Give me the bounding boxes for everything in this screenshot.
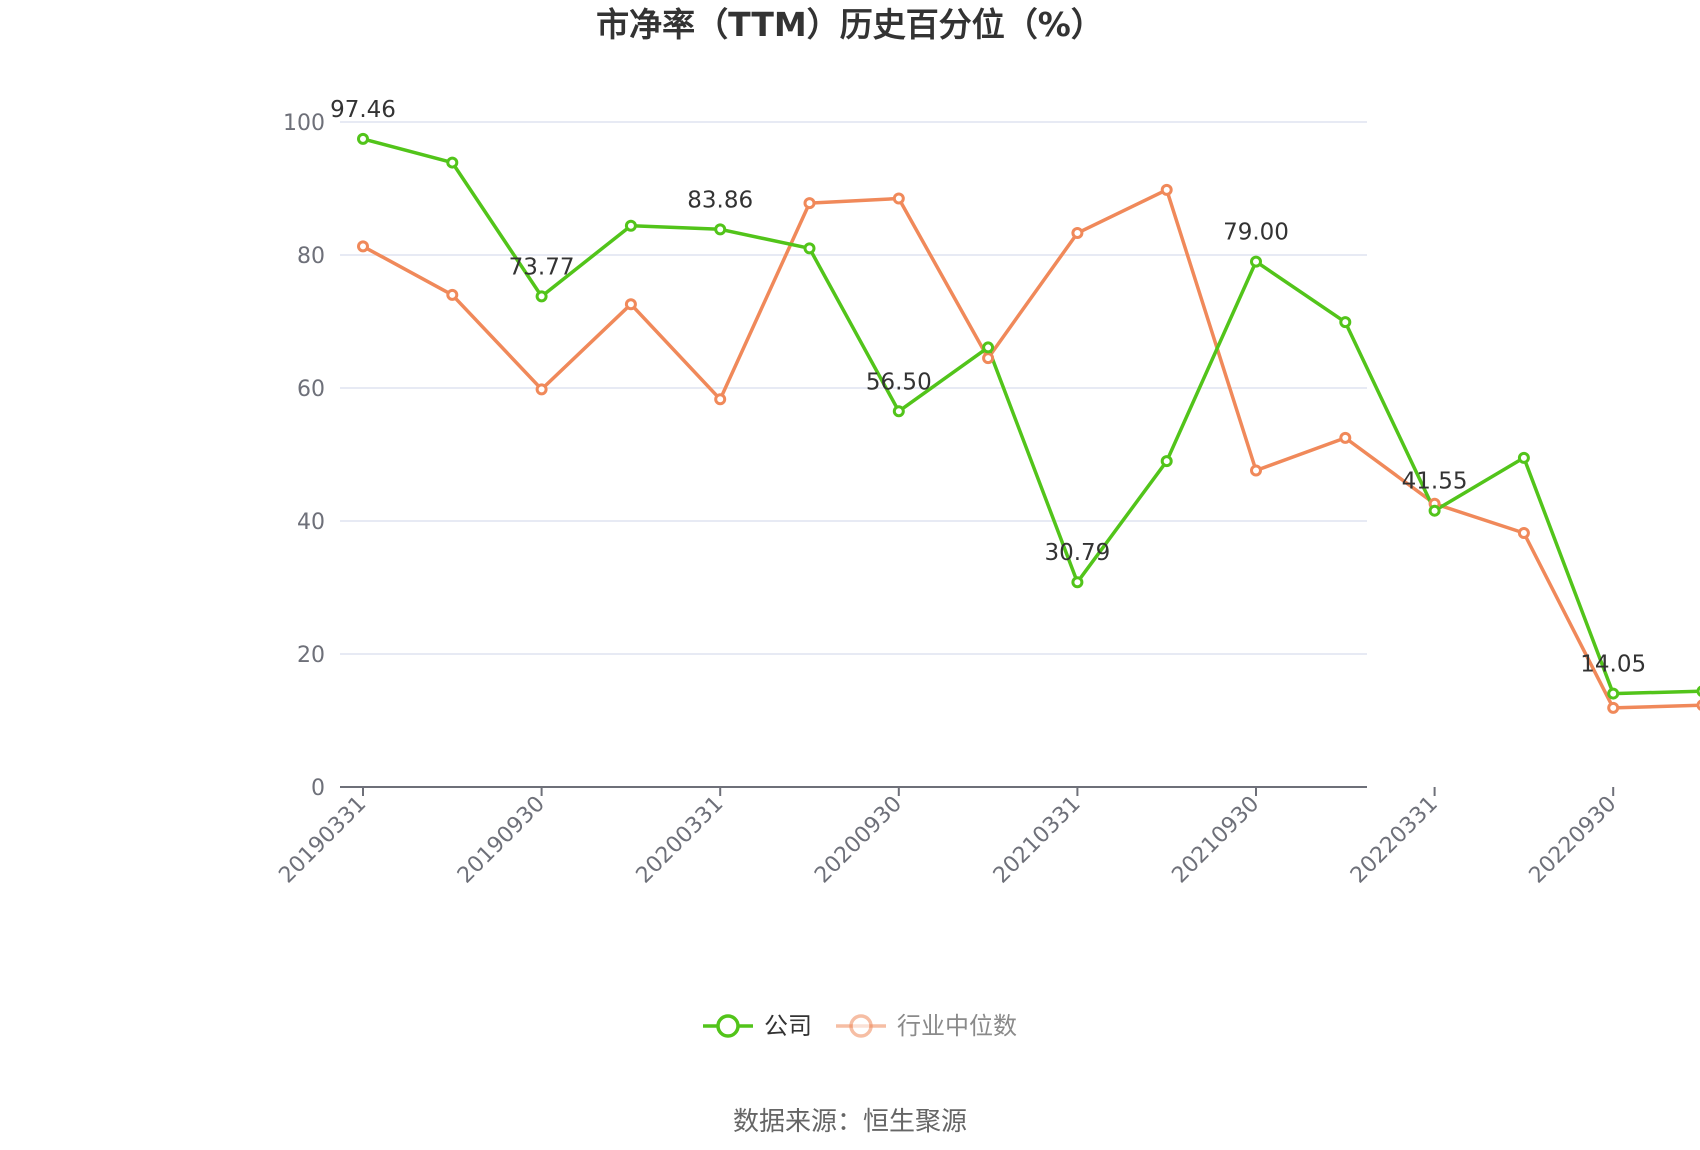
- data-point-company: [1517, 451, 1530, 464]
- data-label: 73.77: [509, 254, 575, 280]
- series-line-company: [362, 137, 1700, 696]
- x-tick-label: 20220930: [1525, 792, 1622, 889]
- grid-lines: [340, 121, 1367, 655]
- data-label: 97.46: [330, 97, 396, 123]
- data-point-industry-median: [982, 352, 995, 365]
- source-note: 数据来源：恒生聚源: [733, 1107, 967, 1137]
- x-tick-label: 20200331: [632, 792, 729, 889]
- y-tick-label: 100: [283, 111, 325, 136]
- axes: 0 20 40 60 80 100 20190331 20190930 20200331 2020…: [274, 111, 1622, 889]
- data-point-industry-median: [535, 383, 548, 396]
- data-point-industry-median: [357, 240, 369, 253]
- y-tick-label: 40: [297, 510, 325, 535]
- data-point-company: [1160, 455, 1173, 468]
- data-label: 83.86: [687, 187, 753, 213]
- data-point-company: [1339, 316, 1352, 329]
- data-point-industry-median: [714, 393, 727, 406]
- data-point-industry-median: [446, 288, 459, 301]
- data-label: 30.79: [1044, 540, 1110, 566]
- legend-label: 公司: [764, 1012, 812, 1040]
- data-point-industry-median: [1517, 526, 1530, 539]
- data-point-company: [803, 242, 816, 255]
- data-label: 14.05: [1580, 652, 1646, 678]
- data-point-company: [446, 156, 459, 169]
- data-point-industry-median: [892, 192, 905, 205]
- data-point-industry-median: [1339, 431, 1352, 444]
- data-label: 79.00: [1223, 220, 1289, 246]
- data-point-industry-median: [1607, 701, 1620, 714]
- data-point-company: [357, 132, 369, 145]
- data-point-industry-median: [1250, 464, 1262, 477]
- y-tick-label: 20: [297, 643, 325, 668]
- data-point-industry-median: [624, 298, 637, 311]
- y-tick-label: 60: [297, 377, 325, 402]
- y-tick-label: 80: [297, 244, 325, 269]
- data-point-company: [624, 219, 637, 232]
- legend-marker: [849, 1014, 873, 1038]
- data-point-company: [1250, 255, 1262, 268]
- data-point-company: [892, 405, 905, 418]
- x-tick-label: 20210331: [989, 792, 1086, 889]
- data-point-company: [535, 290, 548, 303]
- legend[interactable]: 公司 行业中位数: [703, 1012, 1017, 1040]
- x-tick-label: 20190331: [274, 792, 371, 889]
- data-point-company: [714, 223, 727, 236]
- data-point-industry-median: [1071, 227, 1084, 240]
- legend-item-industry-median[interactable]: 行业中位数: [836, 1012, 1017, 1040]
- x-tick-label: 20200930: [810, 792, 907, 889]
- x-tick-label: 20220331: [1346, 792, 1443, 889]
- legend-item-company[interactable]: 公司: [703, 1012, 812, 1040]
- data-point-industry-median: [1160, 183, 1173, 196]
- data-point-company: [1607, 687, 1620, 700]
- legend-label: 行业中位数: [897, 1012, 1017, 1040]
- data-points: [357, 132, 1700, 714]
- legend-marker: [716, 1014, 740, 1038]
- data-point-company: [982, 341, 995, 354]
- data-label: 41.55: [1402, 469, 1468, 495]
- series-lines: [362, 137, 1700, 710]
- chart-title: 市净率（TTM）历史百分位（%）: [596, 5, 1104, 44]
- x-tick-label: 20190930: [453, 792, 550, 889]
- data-label: 56.50: [866, 369, 932, 395]
- data-point-company: [1071, 576, 1084, 589]
- data-labels: 97.46 73.77 83.86 56.50 30.79 79.00 41.55 14.05…: [330, 97, 1646, 678]
- data-point-industry-median: [803, 197, 816, 210]
- data-point-company: [1428, 504, 1441, 517]
- x-tick-label: 20210930: [1167, 792, 1264, 889]
- y-tick-label: 0: [311, 776, 325, 801]
